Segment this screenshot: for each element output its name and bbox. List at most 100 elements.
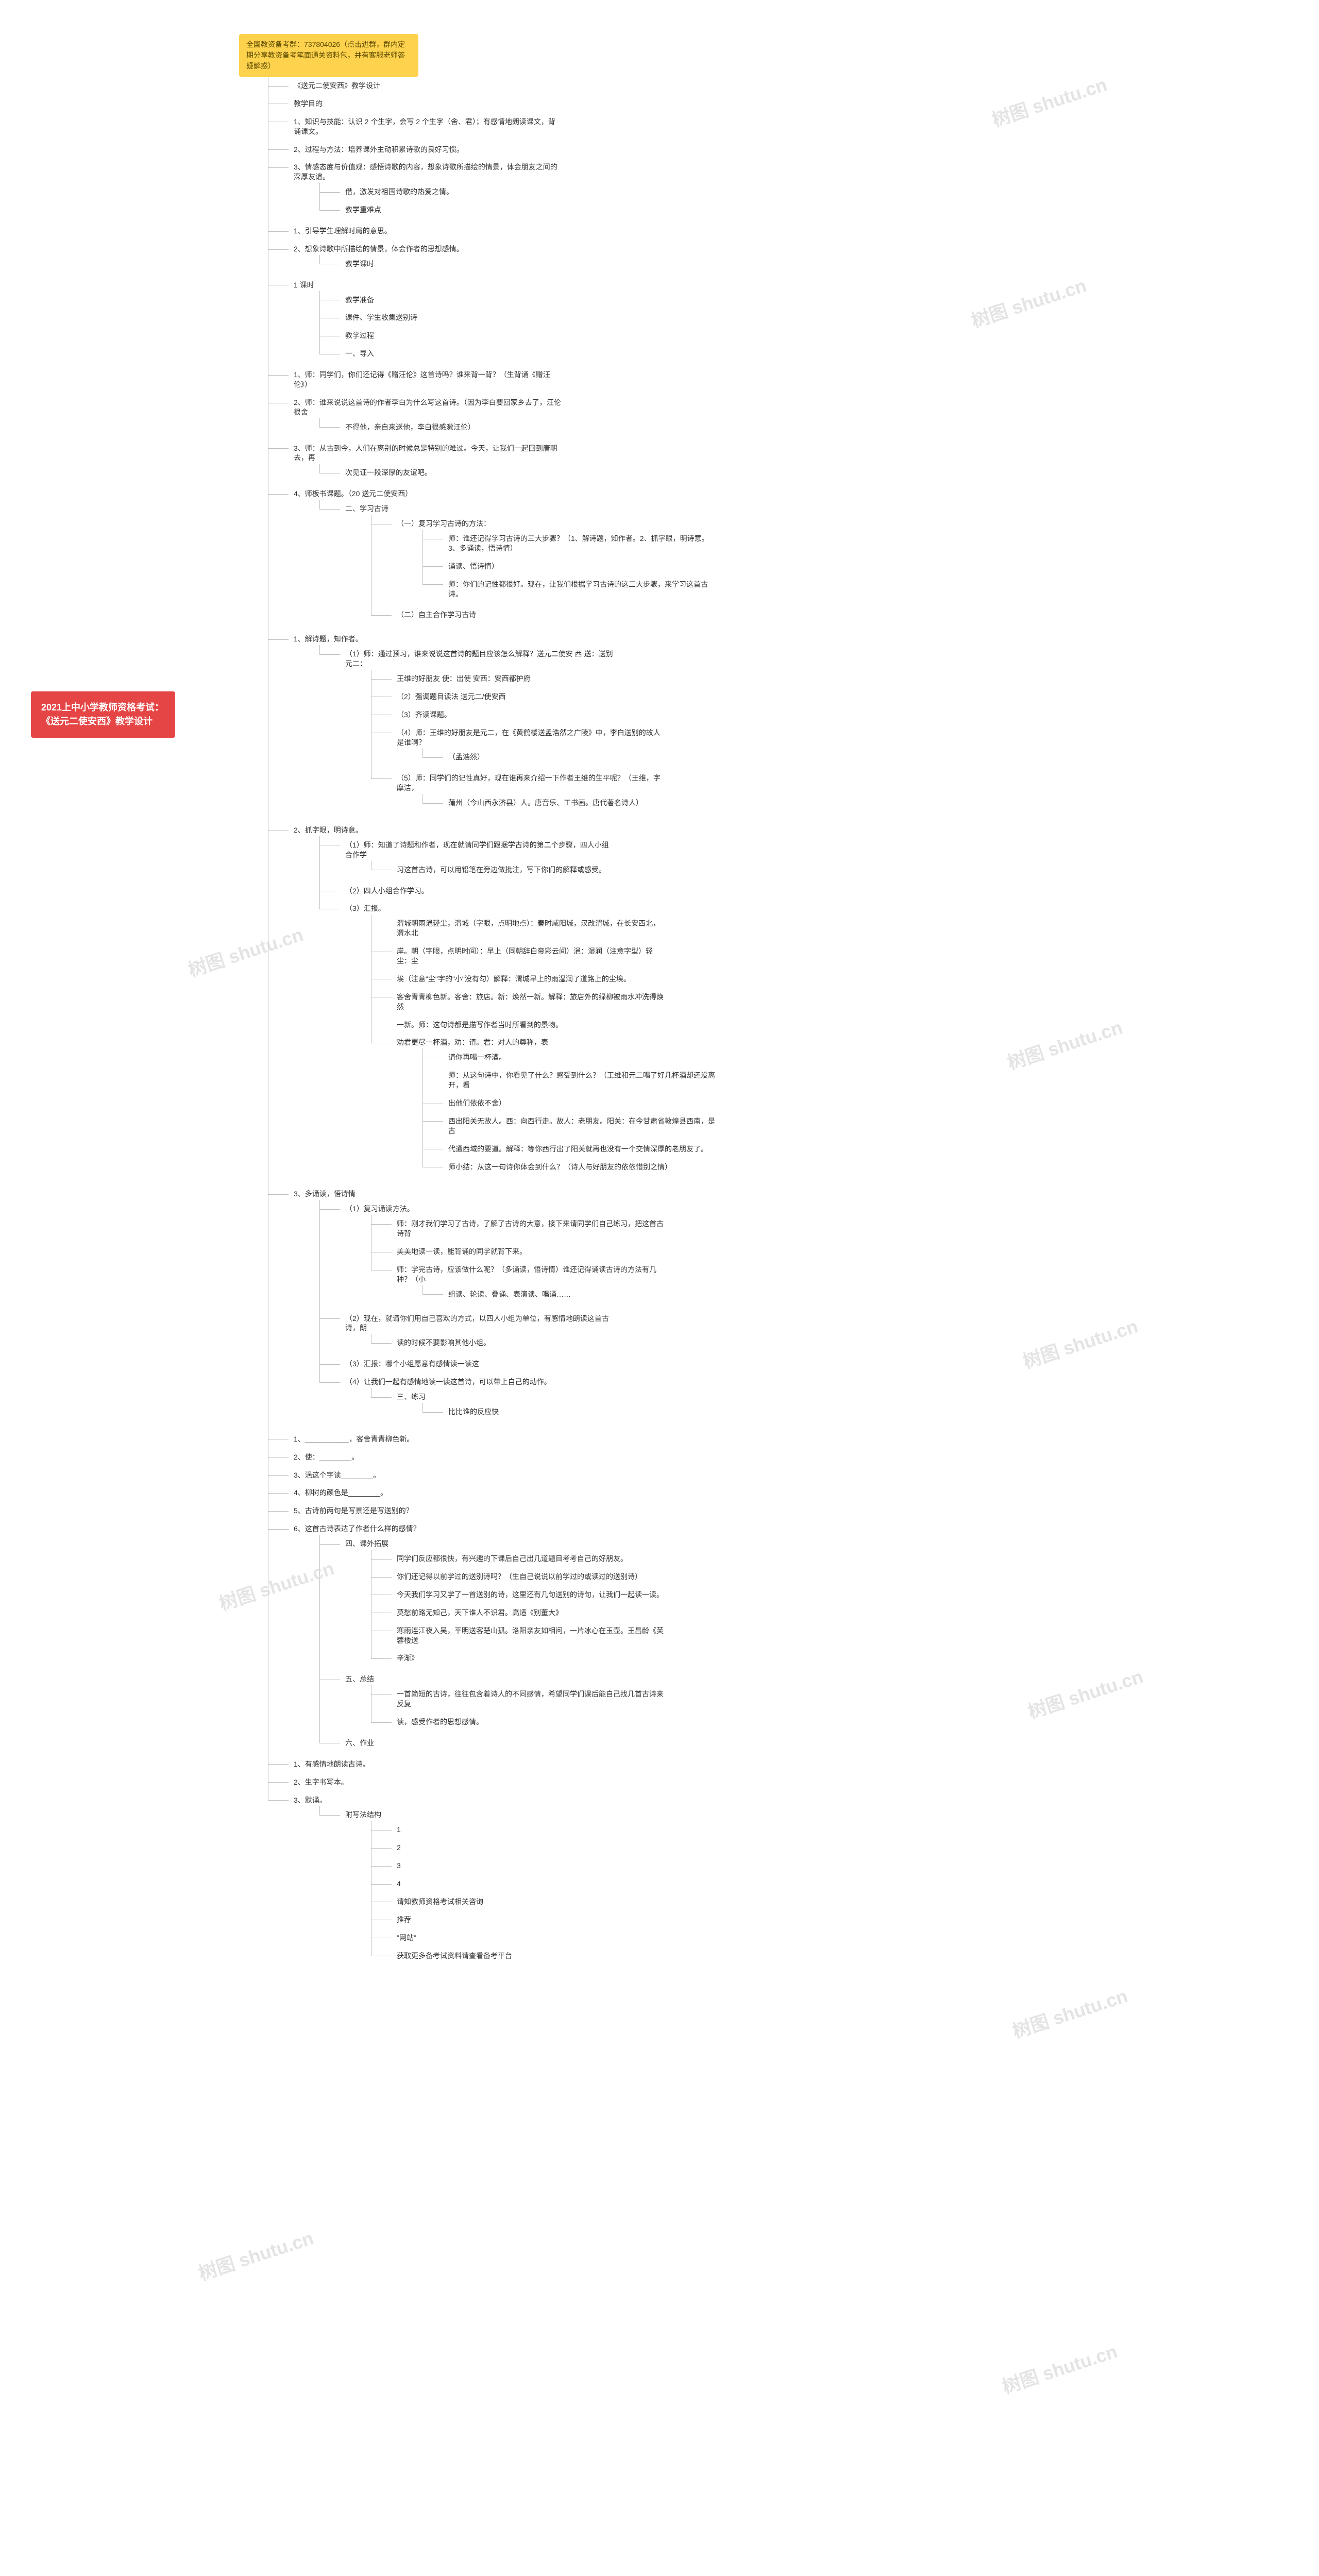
tree-node: 同学们反应都很快，有兴趣的下课后自己出几道题目考考自己的好朋友。 [371,1550,1319,1568]
node-label: （一）复习学习古诗的方法： [394,518,494,530]
tree-node: 埃（注意"尘"字的"小"没有勾）解释：渭城早上的雨湿润了道路上的尘埃。 [371,970,1319,988]
tree-node: 1、知识与技能：认识 2 个生字，会写 2 个生字（舍、君）；有感情地朗读课文，… [268,113,1319,141]
tree-children: 比比谁的反应快 [394,1403,1319,1421]
tree-node: 岸。朝（字眼，点明时间）：早上（同朝辞白帝彩云间）浥：湿润（注意字型）轻尘：尘 [371,942,1319,970]
node-label: 次见证一段深厚的友谊吧。 [342,467,435,479]
tree-node: （1）复习诵读方法。师：刚才我们学习了古诗，了解了古诗的大意，接下来请同学们自己… [319,1200,1319,1309]
node-label: 4 [394,1878,404,1890]
node-label: 岸。朝（字眼，点明时间）：早上（同朝辞白帝彩云间）浥：湿润（注意字型）轻尘：尘 [394,945,668,967]
tree-node: （1）师：知道了诗题和作者，现在就请同学们跟据学古诗的第二个步骤，四人小组合作学… [319,836,1319,882]
watermark: 树图 shutu.cn [1009,1981,1131,2043]
node-label: 六、作业 [342,1737,377,1749]
tree-children: 《送元二使安西》教学设计教学目的1、知识与技能：认识 2 个生字，会写 2 个生… [239,77,1319,1971]
node-label: 出他们依依不舍） [445,1097,509,1109]
tree-node: 1 [371,1821,1319,1839]
tree-node: 4、师板书课题。（20 送元二使安西） 二、学习古诗（一）复习学习古诗的方法： 师：… [268,485,1319,630]
node-label: 3、浥这个字读________。 [291,1469,383,1481]
tree-node: （一）复习学习古诗的方法： 师：谁还记得学习古诗的三大步骤？（1、解诗题，知作者。… [371,515,1319,606]
tree-node: 获取更多备考试资料请查看备考平台 [371,1947,1319,1965]
node-label: （1）复习诵读方法。 [342,1203,417,1215]
tree-node: 2 [371,1839,1319,1857]
node-label: 2、想象诗歌中所描绘的情景，体会作者的思想感情。 [291,243,467,255]
tree-node: 美美地读一读，能背诵的同学就背下来。 [371,1243,1319,1261]
tree-node: 3、师：从古到今，人们在离别的时候总是特别的难过。今天，让我们一起回到唐朝去，再… [268,439,1319,485]
node-label: 请你再喝一杯酒。 [445,1052,509,1063]
node-label: 诵读、悟诗情） [445,561,502,572]
node-label: （1）师：通过预习，谁来说说这首诗的题目应该怎么解释？送元二使安 西 送：送别 … [342,648,616,670]
node-label: （5）师：同学们的记性真好，现在谁再来介绍一下作者王维的生平呢？（王维，字摩洁， [394,772,668,794]
tree-node: 请知教师资格考试相关咨询 [371,1893,1319,1911]
tree-node: 一新。师：这句诗都是描写作者当时所看到的景物。 [371,1016,1319,1034]
tree-node: 借，激发对祖国诗歌的热爱之情。 [319,183,1319,201]
tree-node: 寒雨连江夜入吴，平明送客楚山孤。洛阳亲友如相问，一片冰心在玉壶。王昌龄《芙蓉楼送 [371,1622,1319,1650]
node-label: 2、师：谁来说说这首诗的作者李白为什么写这首诗。（因为李白要回家乡去了，汪伦很舍 [291,397,565,418]
tree-children: 附写法结构1234请知教师资格考试相关咨询推荐"网站"获取更多备考试资料请查看备… [291,1806,1319,1968]
tree-node: 1、有感情地朗读古诗。 [268,1755,1319,1773]
node-label: 2、生字书写本。 [291,1776,351,1788]
root-node: 2021上中小学教师资格考试：《送元二使安西》教学设计 [31,691,175,738]
tree-node: 五、总结一首简短的古诗，往往包含着诗人的不同感情，希望同学们课后能自己找几首古诗… [319,1670,1319,1734]
node-label: 1 课时 [291,279,317,291]
node-label: 三、练习 [394,1391,429,1403]
tree-node: 1、解诗题，知作者。（1）师：通过预习，谁来说说这首诗的题目应该怎么解释？送元二… [268,630,1319,821]
tree-node: （3）齐读课题。 [371,706,1319,724]
tree-node: 客舍青青柳色新。客舍：旅店。新：焕然一新。解释：旅店外的绿柳被雨水冲洗得焕然 [371,988,1319,1016]
tree-node: 莫愁前路无知己，天下谁人不识君。高适《别董大》 [371,1604,1319,1622]
tree-children: 教学准备课件、学生收集送别诗教学过程一、导入 [291,291,1319,363]
tree-node: 4 [371,1875,1319,1893]
tree-node: 3、多诵读，悟诗情（1）复习诵读方法。师：刚才我们学习了古诗，了解了古诗的大意，… [268,1185,1319,1430]
node-label: 4、师板书课题。（20 送元二使安西） [291,488,415,500]
node-label: 师：谁还记得学习古诗的三大步骤？（1、解诗题，知作者。2、抓字眼，明诗意。3、多… [445,533,719,554]
watermark: 树图 shutu.cn [999,2336,1121,2399]
tree-children: 请你再喝一杯酒。师：从这句诗中，你看见了什么？感受到什么？（王维和元二喝了好几杯… [394,1048,1319,1176]
node-label: 教学准备 [342,294,377,306]
node-label: 课件、学生收集送别诗 [342,312,420,324]
tree-node: 3、情感态度与价值观：感悟诗歌的内容，想象诗歌所描绘的情景，体会朋友之间的深厚友… [268,158,1319,222]
node-label: 劝君更尽一杯酒，劝：请。君：对人的尊称，表 [394,1037,551,1048]
tree-node: "网站" [371,1929,1319,1947]
node-label: 美美地读一读，能背诵的同学就背下来。 [394,1246,530,1258]
tree-children: 蒲州（今山西永济县）人。唐音乐、工书画。唐代著名诗人） [394,794,1319,812]
tree-node: 6、这首古诗表达了作者什么样的感情？四、课外拓展同学们反应都很快，有兴趣的下课后… [268,1520,1319,1755]
node-label: 四、课外拓展 [342,1538,392,1550]
node-label: 师：学完古诗，应该做什么呢？（多诵读，悟诗情）谁还记得诵读古诗的方法有几种？（小 [394,1264,668,1285]
node-label: 1、师：同学们，你们还记得《赠汪伦》这首诗吗？谁来背一背？（生背诵《赠汪伦》） [291,369,565,391]
node-label: 比比谁的反应快 [445,1406,502,1418]
tree-children: 借，激发对祖国诗歌的热爱之情。教学重难点 [291,183,1319,219]
node-label: 客舍青青柳色新。客舍：旅店。新：焕然一新。解释：旅店外的绿柳被雨水冲洗得焕然 [394,991,668,1013]
node-label: 师：从这句诗中，你看见了什么？感受到什么？（王维和元二喝了好几杯酒却还没离开，看 [445,1070,719,1091]
root-label: 2021上中小学教师资格考试：《送元二使安西》教学设计 [41,702,164,726]
tree-children: 师：谁还记得学习古诗的三大步骤？（1、解诗题，知作者。2、抓字眼，明诗意。3、多… [394,530,1319,603]
node-label: 二、学习古诗 [342,503,392,515]
tree-children: （1）复习诵读方法。师：刚才我们学习了古诗，了解了古诗的大意，接下来请同学们自己… [291,1200,1319,1427]
node-label: 组读、轮读、叠诵、表演读、唱诵…… [445,1289,574,1300]
tree-node: 5、古诗前两句是写景还是写送别的？ [268,1502,1319,1520]
node-label: 王维的好朋友 使：出使 安西：安西都护府 [394,673,534,685]
tree-node: 2、想象诗歌中所描绘的情景，体会作者的思想感情。教学课时 [268,240,1319,276]
tree-node: （孟浩然） [422,748,1319,766]
mindmap-canvas: 2021上中小学教师资格考试：《送元二使安西》教学设计 全国教资备考群：7378… [0,0,1319,2576]
tree-node: 习这首古诗，可以用铅笔在旁边做批注，写下你们的解释或感受。 [371,861,1319,879]
node-label: （2）强调题目读法 送元二/使安西 [394,691,509,703]
tree-node: （2）现在，就请你们用自己喜欢的方式，以四人小组为单位，有感情地朗读这首古诗，朗… [319,1310,1319,1355]
node-label: 教学过程 [342,330,377,342]
tree-node: 六、作业 [319,1734,1319,1752]
node-label: 5、古诗前两句是写景还是写送别的？ [291,1505,416,1517]
node-label: 请知教师资格考试相关咨询 [394,1896,486,1908]
tree-node: （二）自主合作学习古诗 [371,606,1319,624]
tree-children: 渭城朝雨浥轻尘，渭城（字眼，点明地点）：秦时咸阳城，汉改渭城，在长安西北，渭水北… [342,914,1319,1179]
node-label: 师：刚才我们学习了古诗，了解了古诗的大意，接下来请同学们自己练习，把这首古诗背 [394,1218,668,1240]
tree-node: 一、导入 [319,345,1319,363]
node-label: 蒲州（今山西永济县）人。唐音乐、工书画。唐代著名诗人） [445,797,646,809]
node-label: （2）四人小组合作学习。 [342,885,432,897]
tree-children: 读的时候不要影响其他小组。 [342,1334,1319,1352]
node-label: 2 [394,1842,404,1854]
node-label: 一、导入 [342,348,377,360]
node-label: （二）自主合作学习古诗 [394,609,479,621]
node-label: 师小结：从这一句诗你体会到什么？（诗人与好朋友的依依惜别之情） [445,1161,675,1173]
node-label: 读的时候不要影响其他小组。 [394,1337,494,1349]
node-label: （4）让我们一起有感情地读一读这首诗，可以带上自己的动作。 [342,1376,554,1388]
node-label: 读，感受作者的思想感情。 [394,1716,486,1728]
tree-node: （2）四人小组合作学习。 [319,882,1319,900]
tree-node: 蒲州（今山西永济县）人。唐音乐、工书画。唐代著名诗人） [422,794,1319,812]
